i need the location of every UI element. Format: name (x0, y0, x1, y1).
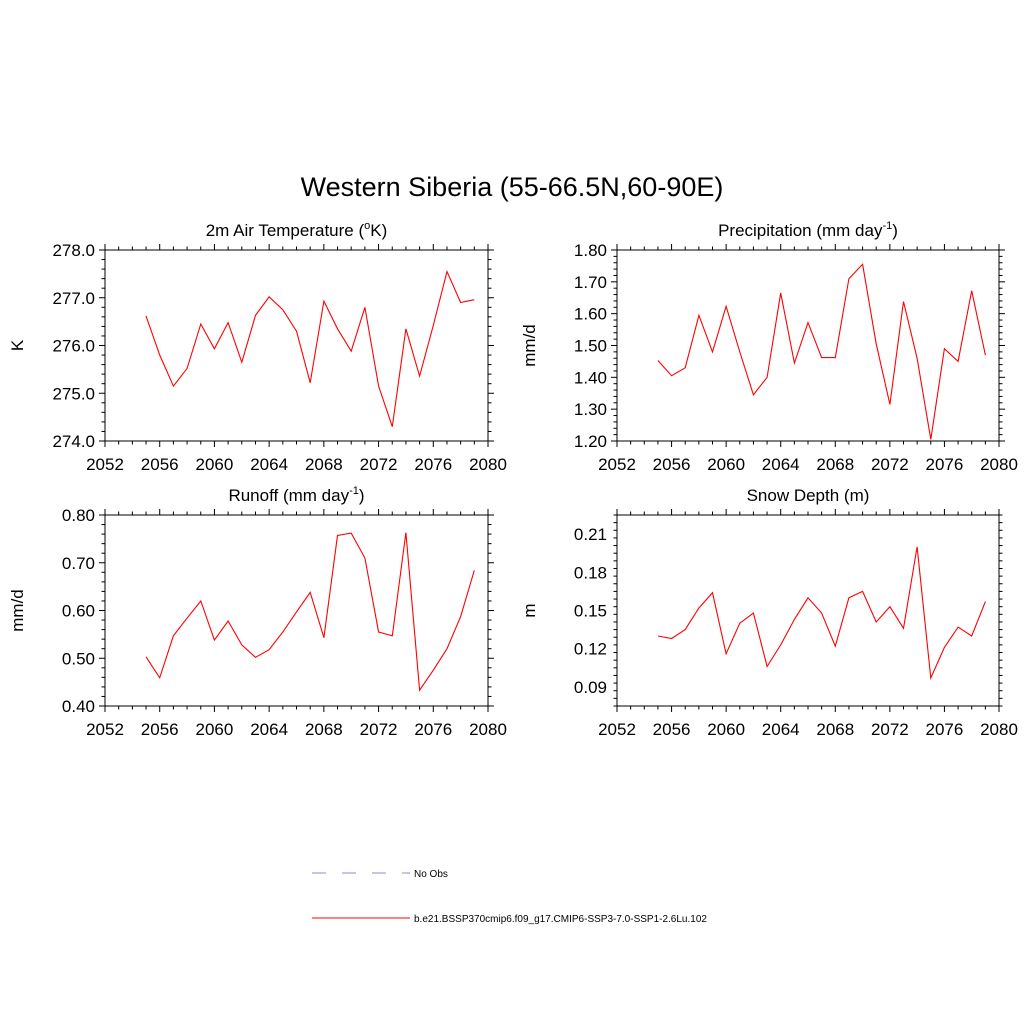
x-tick-label: 2064 (762, 720, 800, 739)
y-tick-label: 0.15 (574, 602, 607, 621)
y-tick-label: 0.60 (62, 602, 95, 621)
series-line (145, 269, 475, 427)
y-tick-label: 1.80 (574, 241, 607, 260)
y-tick-label: 1.30 (574, 400, 607, 419)
x-tick-label: 2060 (196, 720, 234, 739)
figure-title: Western Siberia (55-66.5N,60-90E) (301, 172, 724, 202)
series-line (657, 546, 986, 681)
y-tick-label: 276.0 (52, 337, 95, 356)
x-tick-label: 2076 (926, 720, 964, 739)
y-axis-label: K (8, 339, 27, 351)
x-tick-label: 2052 (598, 455, 636, 474)
y-tick-label: 277.0 (52, 289, 95, 308)
x-tick-label: 2052 (598, 720, 636, 739)
y-axis-label: mm/d (520, 324, 539, 367)
x-tick-label: 2080 (469, 455, 507, 474)
y-tick-label: 0.40 (62, 697, 95, 716)
panel-title: 2m Air Temperature (oK) (206, 220, 388, 240)
y-axis-label: mm/d (8, 589, 27, 632)
x-tick-label: 2056 (653, 455, 691, 474)
series-line (145, 532, 475, 692)
y-tick-label: 1.40 (574, 368, 607, 387)
legend-label-model: b.e21.BSSP370cmip6.f09_g17.CMIP6-SSP3-7.… (414, 914, 707, 925)
y-axis-label: m (520, 603, 539, 617)
legend: No Obs b.e21.BSSP370cmip6.f09_g17.CMIP6-… (312, 869, 707, 925)
x-tick-label: 2068 (305, 720, 343, 739)
x-tick-label: 2076 (926, 455, 964, 474)
y-tick-label: 0.12 (574, 640, 607, 659)
y-tick-label: 274.0 (52, 432, 95, 451)
x-tick-label: 2052 (86, 720, 124, 739)
y-tick-label: 0.70 (62, 554, 95, 573)
y-tick-label: 0.80 (62, 506, 95, 525)
x-tick-label: 2076 (414, 720, 452, 739)
x-tick-label: 2056 (141, 455, 179, 474)
series-line (657, 263, 986, 440)
x-tick-label: 2056 (653, 720, 691, 739)
chart-panel-3: 2052 2056 2060 2064 2068 2072 2076 2080 0.40 0.50… (8, 485, 507, 739)
x-tick-label: 2072 (360, 455, 398, 474)
panel-title: Runoff (mm day-1) (228, 485, 364, 505)
x-tick-label: 2056 (141, 720, 179, 739)
x-tick-label: 2060 (707, 720, 745, 739)
y-tick-label: 0.50 (62, 649, 95, 668)
y-tick-label: 1.50 (574, 337, 607, 356)
x-tick-label: 2052 (86, 455, 124, 474)
x-tick-label: 2068 (305, 455, 343, 474)
y-tick-label: 275.0 (52, 384, 95, 403)
y-tick-label: 0.18 (574, 563, 607, 582)
x-tick-label: 2064 (250, 455, 288, 474)
x-tick-label: 2064 (250, 720, 288, 739)
x-tick-label: 2072 (360, 720, 398, 739)
x-tick-label: 2060 (196, 455, 234, 474)
x-tick-label: 2068 (816, 720, 854, 739)
x-tick-label: 2080 (469, 720, 507, 739)
y-tick-label: 0.21 (574, 525, 607, 544)
x-tick-label: 2080 (980, 455, 1018, 474)
x-tick-label: 2060 (707, 455, 745, 474)
x-tick-label: 2072 (871, 455, 909, 474)
x-tick-label: 2064 (762, 455, 800, 474)
y-tick-label: 278.0 (52, 241, 95, 260)
x-tick-label: 2068 (816, 455, 854, 474)
y-tick-label: 0.09 (574, 678, 607, 697)
chart-panel-1: 2052 2056 2060 2064 2068 2072 2076 2080 274.0 275… (8, 220, 507, 474)
panel-title: Snow Depth (m) (747, 486, 870, 505)
chart-panel-4: 2052 2056 2060 2064 2068 2072 2076 2080 0.09 0.12… (520, 486, 1018, 739)
legend-label-no-obs: No Obs (414, 869, 448, 880)
x-tick-label: 2080 (980, 720, 1018, 739)
y-tick-label: 1.20 (574, 432, 607, 451)
panel-title: Precipitation (mm day-1) (718, 220, 898, 240)
x-tick-label: 2072 (871, 720, 909, 739)
y-tick-label: 1.70 (574, 273, 607, 292)
x-tick-label: 2076 (414, 455, 452, 474)
chart-panel-2: 2052 2056 2060 2064 2068 2072 2076 2080 1.20 1.30… (520, 220, 1018, 474)
y-tick-label: 1.60 (574, 305, 607, 324)
